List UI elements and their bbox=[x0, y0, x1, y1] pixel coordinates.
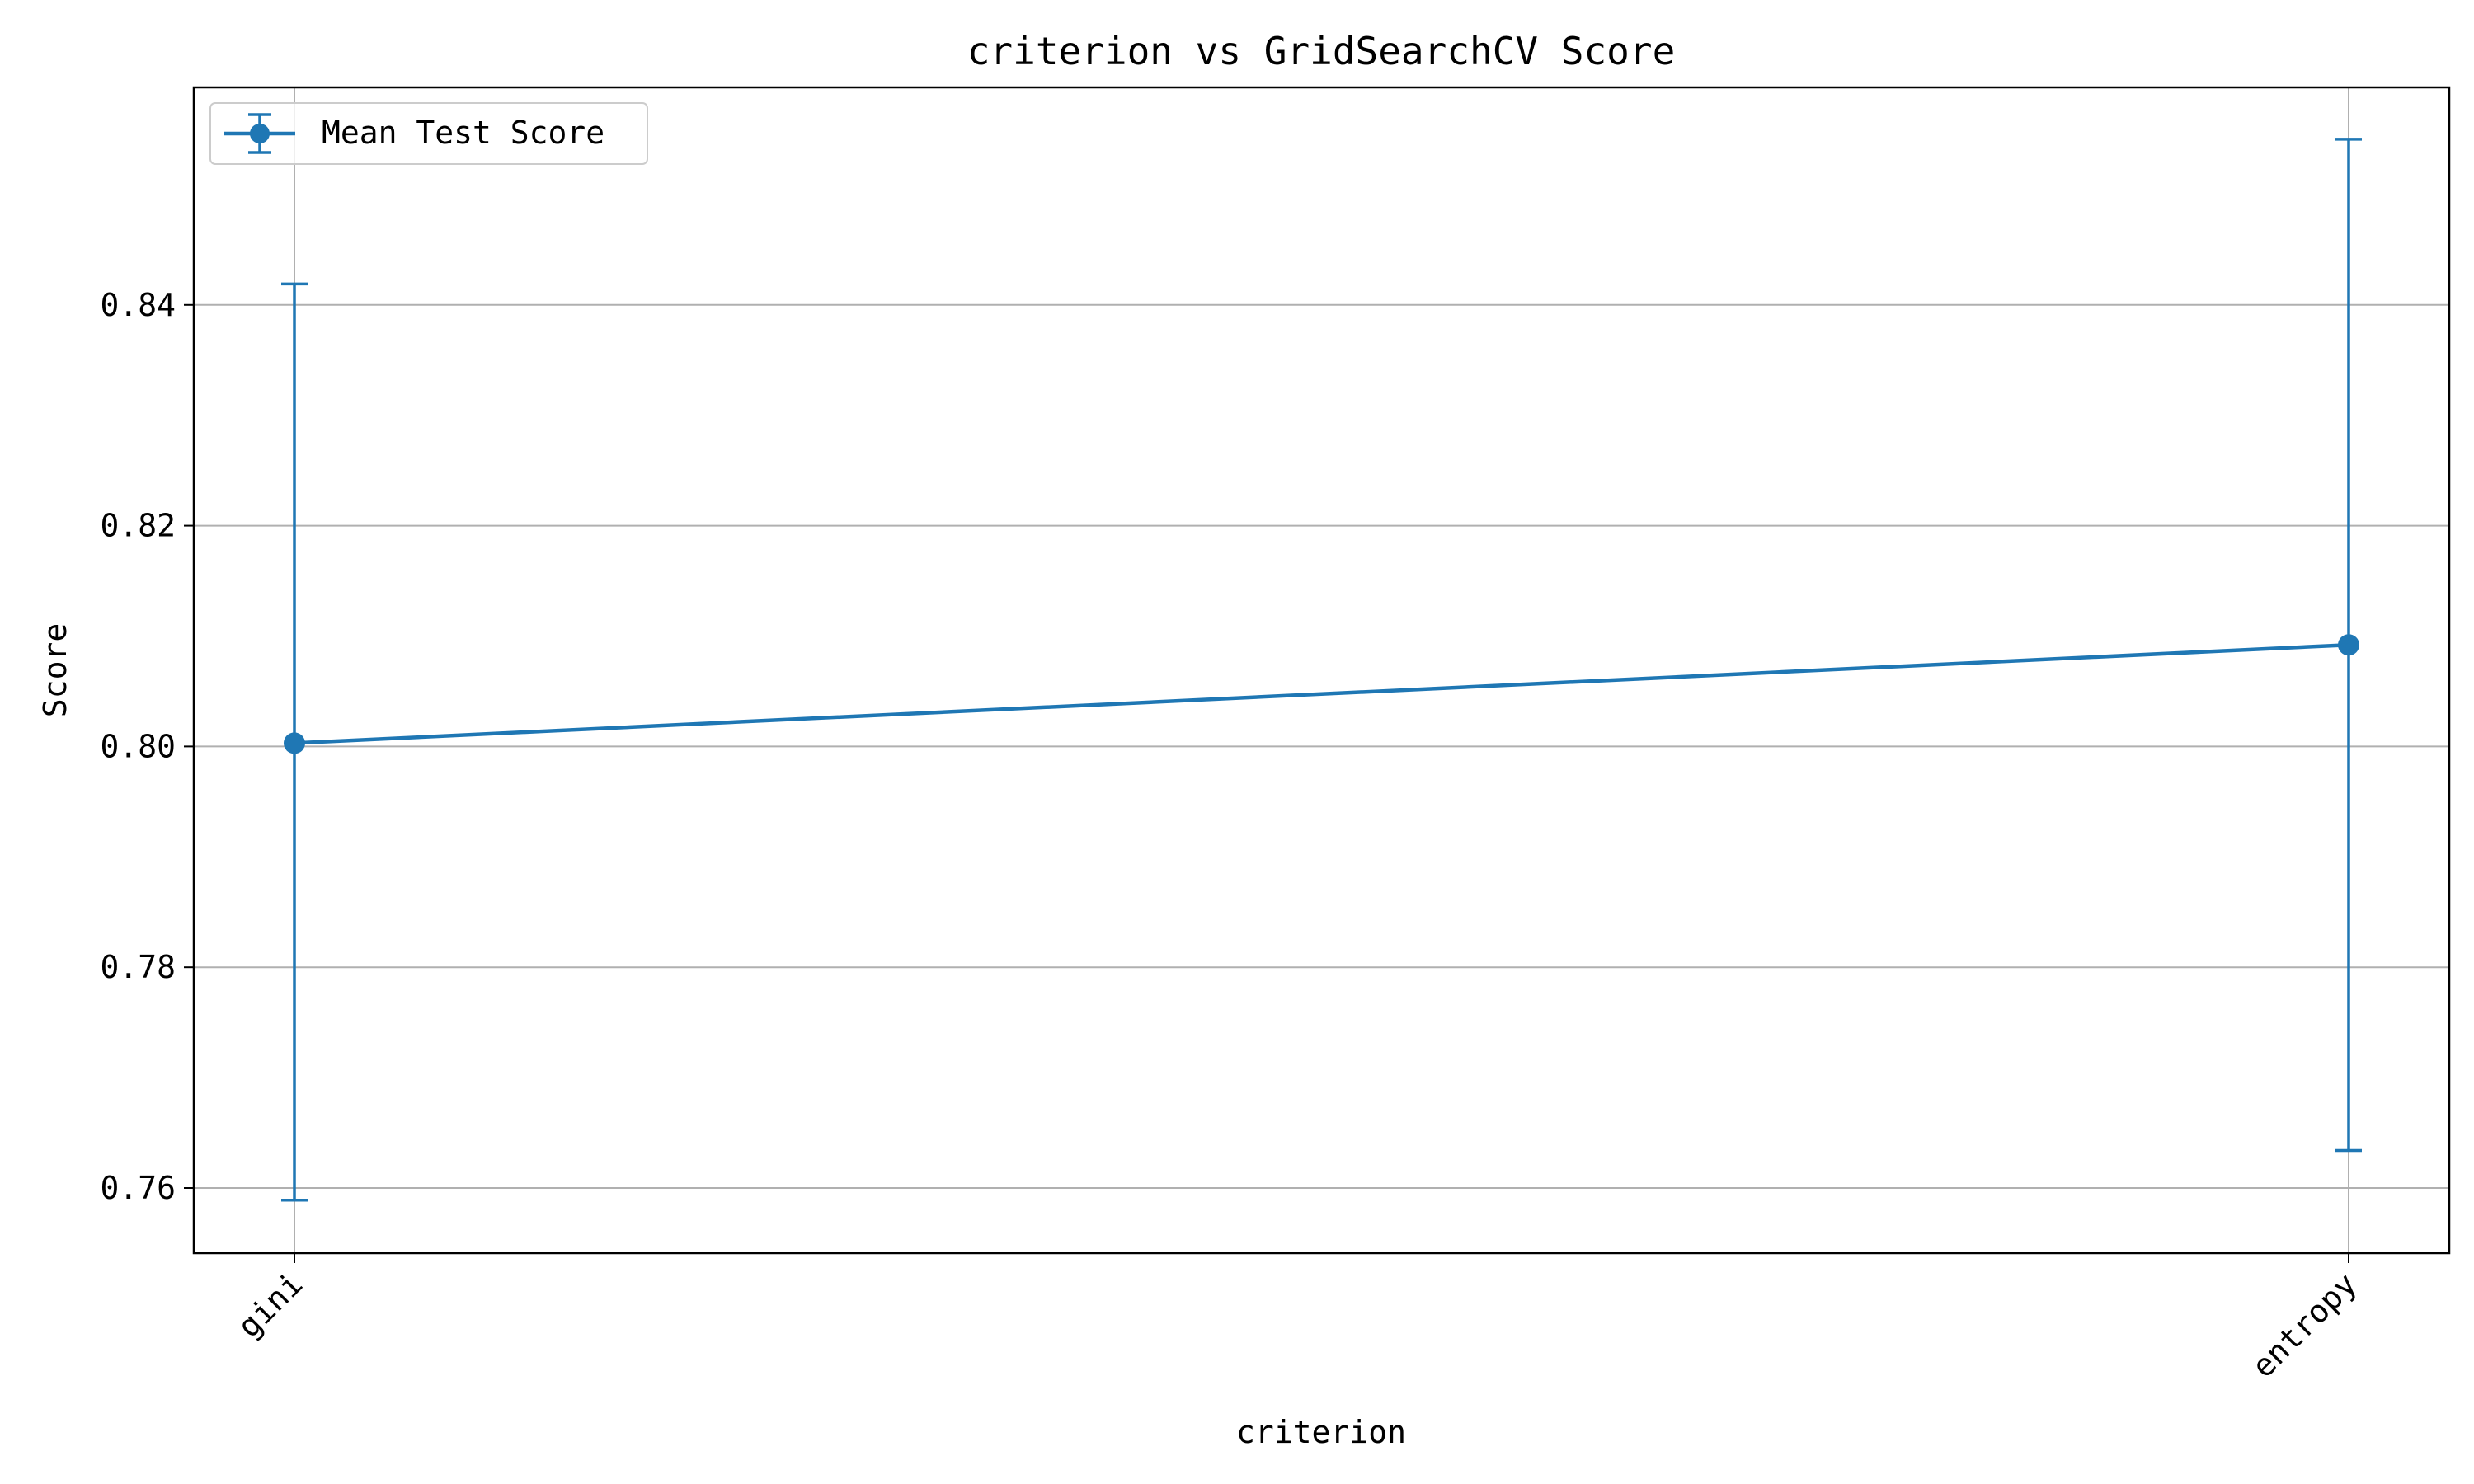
y-axis-ticks: 0.76 0.78 0.80 0.82 0.84 bbox=[100, 287, 194, 1206]
x-axis-label: criterion bbox=[1236, 1414, 1406, 1450]
legend: Mean Test Score bbox=[209, 102, 648, 165]
data-point bbox=[284, 732, 305, 754]
data-points bbox=[284, 634, 2359, 754]
legend-swatch-marker bbox=[250, 124, 270, 143]
series-line bbox=[294, 642, 2349, 745]
legend-box bbox=[209, 102, 648, 165]
y-tick-label: 0.84 bbox=[100, 287, 176, 323]
chart-title: criterion vs GridSearchCV Score bbox=[967, 29, 1676, 73]
y-tick-label: 0.82 bbox=[100, 508, 176, 544]
series-lines bbox=[294, 642, 2349, 745]
legend-swatch bbox=[224, 113, 295, 154]
y-tick-label: 0.76 bbox=[100, 1170, 176, 1206]
data-point bbox=[2338, 634, 2359, 656]
plot-frame bbox=[192, 86, 2451, 1255]
y-axis-label: Score bbox=[37, 623, 73, 717]
y-tick-label: 0.80 bbox=[100, 728, 176, 764]
y-tick-label: 0.78 bbox=[100, 949, 176, 985]
legend-entry-label: Mean Test Score bbox=[322, 115, 604, 151]
